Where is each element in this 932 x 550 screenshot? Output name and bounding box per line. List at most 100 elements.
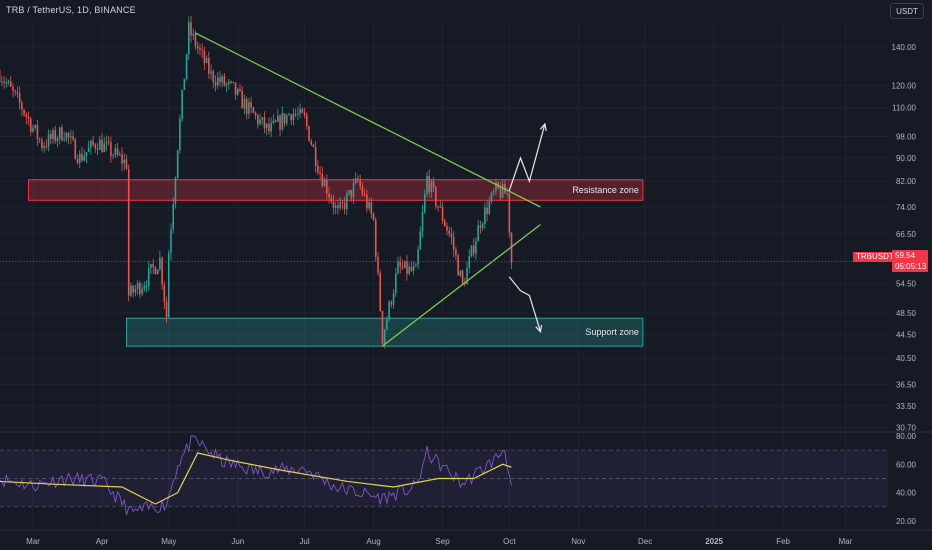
rsi-line (0, 435, 512, 515)
candle-body (201, 49, 203, 51)
candle-body (72, 136, 74, 140)
candle-body (185, 54, 188, 79)
candle-body (350, 190, 353, 198)
candle-body (450, 233, 453, 238)
candle-body (477, 225, 479, 242)
projection-down-arrow-head (535, 324, 543, 334)
candle-body (5, 82, 8, 84)
candle-body (34, 124, 37, 128)
candle-body (219, 77, 221, 83)
candle-body (292, 113, 295, 121)
candle-body (490, 192, 493, 202)
candle-body (484, 207, 486, 224)
candle-body (119, 154, 121, 156)
candle-body (172, 204, 175, 230)
candle-body (29, 118, 32, 132)
candle-body (265, 123, 268, 129)
currency-button[interactable]: USDT (890, 3, 924, 19)
time-tick-label: Aug (366, 537, 380, 546)
candle-body (45, 145, 48, 147)
candle-body (352, 183, 355, 198)
candle-body (98, 139, 101, 150)
candle-body (499, 188, 502, 198)
candle-body (290, 114, 292, 121)
candle-body (475, 241, 477, 254)
candle-body (339, 202, 341, 209)
candle-body (285, 114, 288, 124)
candle-body (121, 154, 123, 164)
candle-body (38, 138, 41, 140)
candle-body (16, 91, 19, 94)
candle-body (101, 139, 103, 152)
candle-body (248, 102, 250, 115)
time-tick-label: 2025 (705, 537, 723, 546)
resistance-zone-label: Resistance zone (572, 185, 639, 195)
rsi-pane: 80.00 60.00 40.00 20.00 (0, 432, 917, 526)
candle-body (510, 232, 513, 263)
time-tick-label: Jun (231, 537, 244, 546)
price-tick-label: 110.00 (892, 104, 916, 113)
candle-body (341, 202, 344, 204)
price-tick-label: 120.00 (892, 82, 917, 91)
candle-body (283, 113, 286, 124)
countdown-label: 05:05:13 (895, 262, 927, 271)
candle-body (432, 181, 435, 188)
candle-body (139, 282, 141, 294)
candle-body (145, 285, 148, 287)
candle-body (25, 114, 28, 117)
candle-body (192, 33, 195, 36)
candle-body (47, 134, 50, 147)
rsi-tick-label: 60.00 (896, 460, 917, 469)
candles (0, 15, 513, 349)
candle-body (272, 120, 275, 124)
candle-body (92, 140, 94, 145)
candle-body (257, 115, 259, 124)
candle-body (174, 177, 177, 205)
candle-body (410, 266, 413, 271)
candle-body (495, 182, 497, 192)
candle-body (205, 58, 208, 63)
candle-body (330, 197, 333, 202)
candle-body (308, 125, 310, 142)
time-tick-label: Jul (299, 537, 309, 546)
candle-body (452, 237, 455, 250)
candle-body (381, 311, 384, 344)
price-tick-label: 74.00 (896, 203, 917, 212)
candle-body (216, 77, 219, 86)
candle-body (194, 33, 197, 47)
candle-body (501, 183, 504, 198)
candle-body (448, 230, 451, 234)
time-tick-label: Apr (96, 537, 109, 546)
candle-body (259, 119, 261, 124)
candle-body (430, 181, 433, 193)
resistance-zone (28, 179, 644, 201)
candle-body (279, 115, 281, 130)
candle-body (321, 173, 324, 187)
candle-body (54, 130, 57, 141)
candle-body (183, 78, 186, 90)
price-tick-label: 30.70 (896, 424, 917, 433)
candle-body (114, 148, 117, 156)
candle-body (461, 270, 464, 284)
candle-body (163, 284, 166, 302)
candle-body (470, 245, 473, 256)
candle-body (303, 112, 306, 116)
candle-body (388, 301, 390, 320)
candle-body (455, 249, 457, 256)
candle-body (343, 202, 346, 209)
candle-body (87, 147, 90, 152)
rsi-tick-label: 80.00 (896, 432, 917, 441)
candle-body (236, 88, 239, 95)
candle-body (270, 123, 272, 132)
candle-body (488, 201, 491, 215)
candle-body (261, 117, 264, 120)
candle-body (181, 89, 183, 119)
candle-body (301, 108, 304, 113)
candle-body (107, 141, 110, 143)
candle-body (58, 127, 61, 139)
candle-body (243, 99, 246, 109)
candle-body (403, 261, 406, 268)
candle-body (254, 112, 257, 116)
candle-body (446, 226, 448, 231)
